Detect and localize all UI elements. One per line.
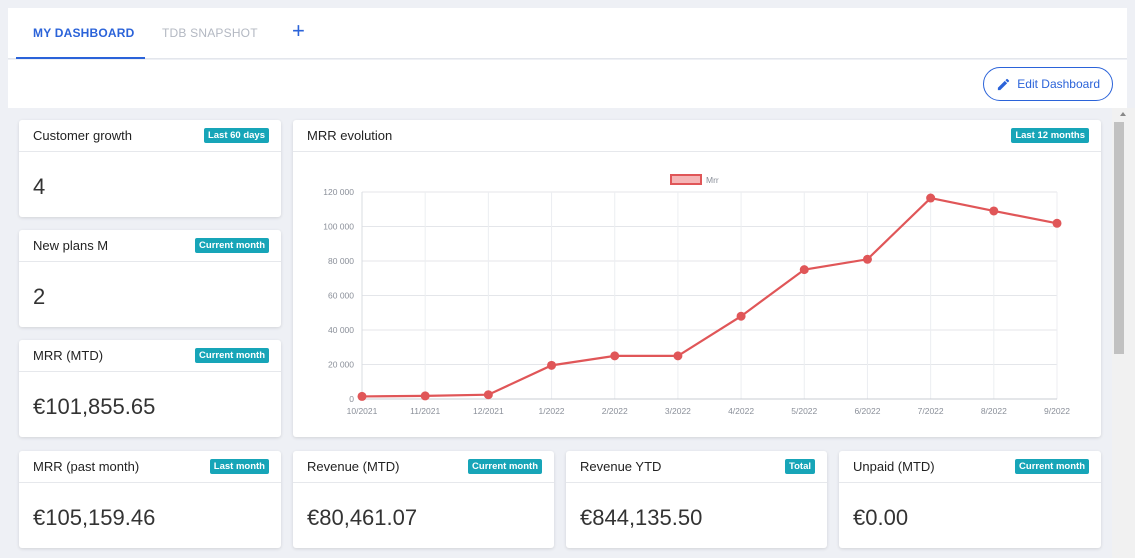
add-tab-button[interactable]: +	[292, 18, 305, 43]
mrr-data-point	[926, 193, 936, 203]
active-tab-underline	[16, 57, 145, 59]
period-badge: Last month	[209, 459, 269, 474]
revenue-ytd-card: Revenue YTD Total €844,135.50	[566, 451, 827, 548]
pencil-icon	[998, 78, 1010, 90]
period-badge: Current month	[195, 348, 269, 363]
card-value: €0.00	[853, 505, 909, 530]
x-tick-label: 4/2022	[728, 406, 754, 416]
card-value: €101,855.65	[33, 394, 156, 419]
vertical-scrollbar[interactable]	[1112, 108, 1135, 558]
dashboard-tab-bar: MY DASHBOARD TDB SNAPSHOT +	[8, 8, 1127, 59]
revenue-mtd-card: Revenue (MTD) Current month €80,461.07	[293, 451, 554, 548]
y-tick-label: 40 000	[328, 325, 354, 335]
card-value: €844,135.50	[580, 505, 703, 530]
customer-growth-card: Customer growth Last 60 days 4	[19, 120, 281, 217]
mrr-data-point	[420, 391, 430, 401]
card-value: €105,159.46	[33, 505, 156, 530]
y-tick-label: 60 000	[328, 291, 354, 301]
mrr-data-point	[547, 360, 557, 370]
card-value: 4	[33, 174, 46, 199]
y-tick-label: 120 000	[323, 187, 354, 197]
x-tick-label: 1/2022	[539, 406, 565, 416]
mrr-data-point	[610, 351, 620, 361]
y-tick-label: 20 000	[328, 360, 354, 370]
legend-swatch	[670, 174, 702, 185]
card-title: Revenue (MTD)	[307, 459, 400, 474]
y-tick-label: 0	[349, 394, 354, 404]
mrr-data-point	[483, 390, 493, 400]
x-tick-label: 10/2021	[347, 406, 378, 416]
card-title: Unpaid (MTD)	[853, 459, 935, 474]
mrr-data-point	[799, 265, 809, 275]
period-badge: Total	[785, 459, 815, 474]
mrr-line-chart: 0 20 000 40 000 60 000 80 000 100 000 120 000 1…	[323, 174, 1070, 416]
dashboard-toolbar: Edit Dashboard	[8, 60, 1127, 108]
x-tick-label: 5/2022	[791, 406, 817, 416]
tab-my-dashboard[interactable]: MY DASHBOARD	[33, 26, 135, 40]
y-tick-label: 100 000	[323, 222, 354, 232]
mrr-series-line	[361, 196, 1058, 398]
unpaid-mtd-card: Unpaid (MTD) Current month €0.00	[839, 451, 1101, 548]
mrr-mtd-card: MRR (MTD) Current month €101,855.65	[19, 340, 281, 437]
legend-label: Mrr	[706, 175, 719, 185]
edit-dashboard-button[interactable]: Edit Dashboard	[983, 67, 1113, 101]
new-plans-card: New plans M Current month 2	[19, 230, 281, 327]
mrr-data-point	[357, 391, 367, 401]
edit-dashboard-label: Edit Dashboard	[1017, 77, 1100, 91]
mrr-data-point	[989, 206, 999, 216]
mrr-data-point	[1052, 218, 1062, 228]
card-value: €80,461.07	[307, 505, 418, 530]
period-badge: Last 60 days	[203, 128, 269, 143]
mrr-past-month-card: MRR (past month) Last month €105,159.46	[19, 451, 281, 548]
mrr-data-point	[862, 254, 872, 264]
period-badge: Last 12 months	[1011, 128, 1089, 143]
card-title: Customer growth	[33, 128, 132, 143]
period-badge: Current month	[468, 459, 542, 474]
x-tick-label: 7/2022	[918, 406, 944, 416]
card-title: New plans M	[33, 238, 109, 253]
x-tick-label: 8/2022	[981, 406, 1007, 416]
x-tick-label: 3/2022	[665, 406, 691, 416]
card-title: Revenue YTD	[580, 459, 662, 474]
period-badge: Current month	[1015, 459, 1089, 474]
chart-title: MRR evolution	[307, 128, 393, 143]
period-badge: Current month	[195, 238, 269, 253]
x-tick-label: 2/2022	[602, 406, 628, 416]
mrr-data-point	[673, 351, 683, 361]
tab-tdb-snapshot[interactable]: TDB SNAPSHOT	[162, 26, 258, 40]
x-tick-label: 12/2021	[473, 406, 504, 416]
x-tick-label: 11/2021	[410, 406, 440, 416]
card-value: 2	[33, 284, 46, 309]
card-title: MRR (MTD)	[33, 348, 104, 363]
y-tick-label: 80 000	[328, 256, 354, 266]
card-title: MRR (past month)	[33, 459, 140, 474]
scroll-up-arrow-icon[interactable]	[1120, 112, 1126, 116]
mrr-data-point	[736, 311, 746, 321]
scrollbar-thumb[interactable]	[1114, 122, 1124, 354]
x-tick-label: 9/2022	[1044, 406, 1070, 416]
mrr-evolution-card: MRR evolution Last 12 months 0 20 000 40 00…	[293, 120, 1101, 437]
x-tick-label: 6/2022	[854, 406, 880, 416]
